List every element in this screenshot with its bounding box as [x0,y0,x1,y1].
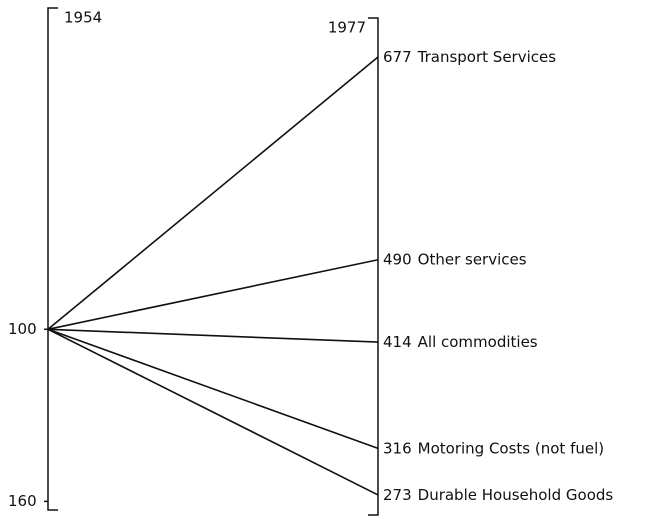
slope-line [47,56,379,330]
series-name: Transport Services [417,48,557,66]
end-label: 316 Motoring Costs (not fuel) [383,439,604,457]
x-label: 1977 [328,19,366,37]
series-name: All commodities [418,333,538,351]
end-label: 414 All commodities [383,333,538,351]
series-name: Durable Household Goods [418,485,614,503]
end-label: 490 Other services [383,250,527,268]
x-label: 1954 [64,9,102,27]
y-tick-label: 160 [8,492,37,510]
value-label: 490 [383,250,412,268]
value-label: 316 [383,439,412,457]
slope-line [47,258,379,331]
right-axis [368,17,379,516]
left-axis [47,7,58,511]
series-name: Other services [418,250,527,268]
end-label: 273 Durable Household Goods [383,485,613,503]
value-label: 414 [383,333,412,351]
value-label: 273 [383,485,412,503]
series-name: Motoring Costs (not fuel) [418,439,604,457]
value-label: 677 [383,48,412,66]
slope-line [47,328,379,450]
end-label: 677 Transport Services [383,48,556,66]
slope-line [47,328,379,343]
slope-line [47,328,379,496]
y-tick-label: 100 [8,320,37,338]
